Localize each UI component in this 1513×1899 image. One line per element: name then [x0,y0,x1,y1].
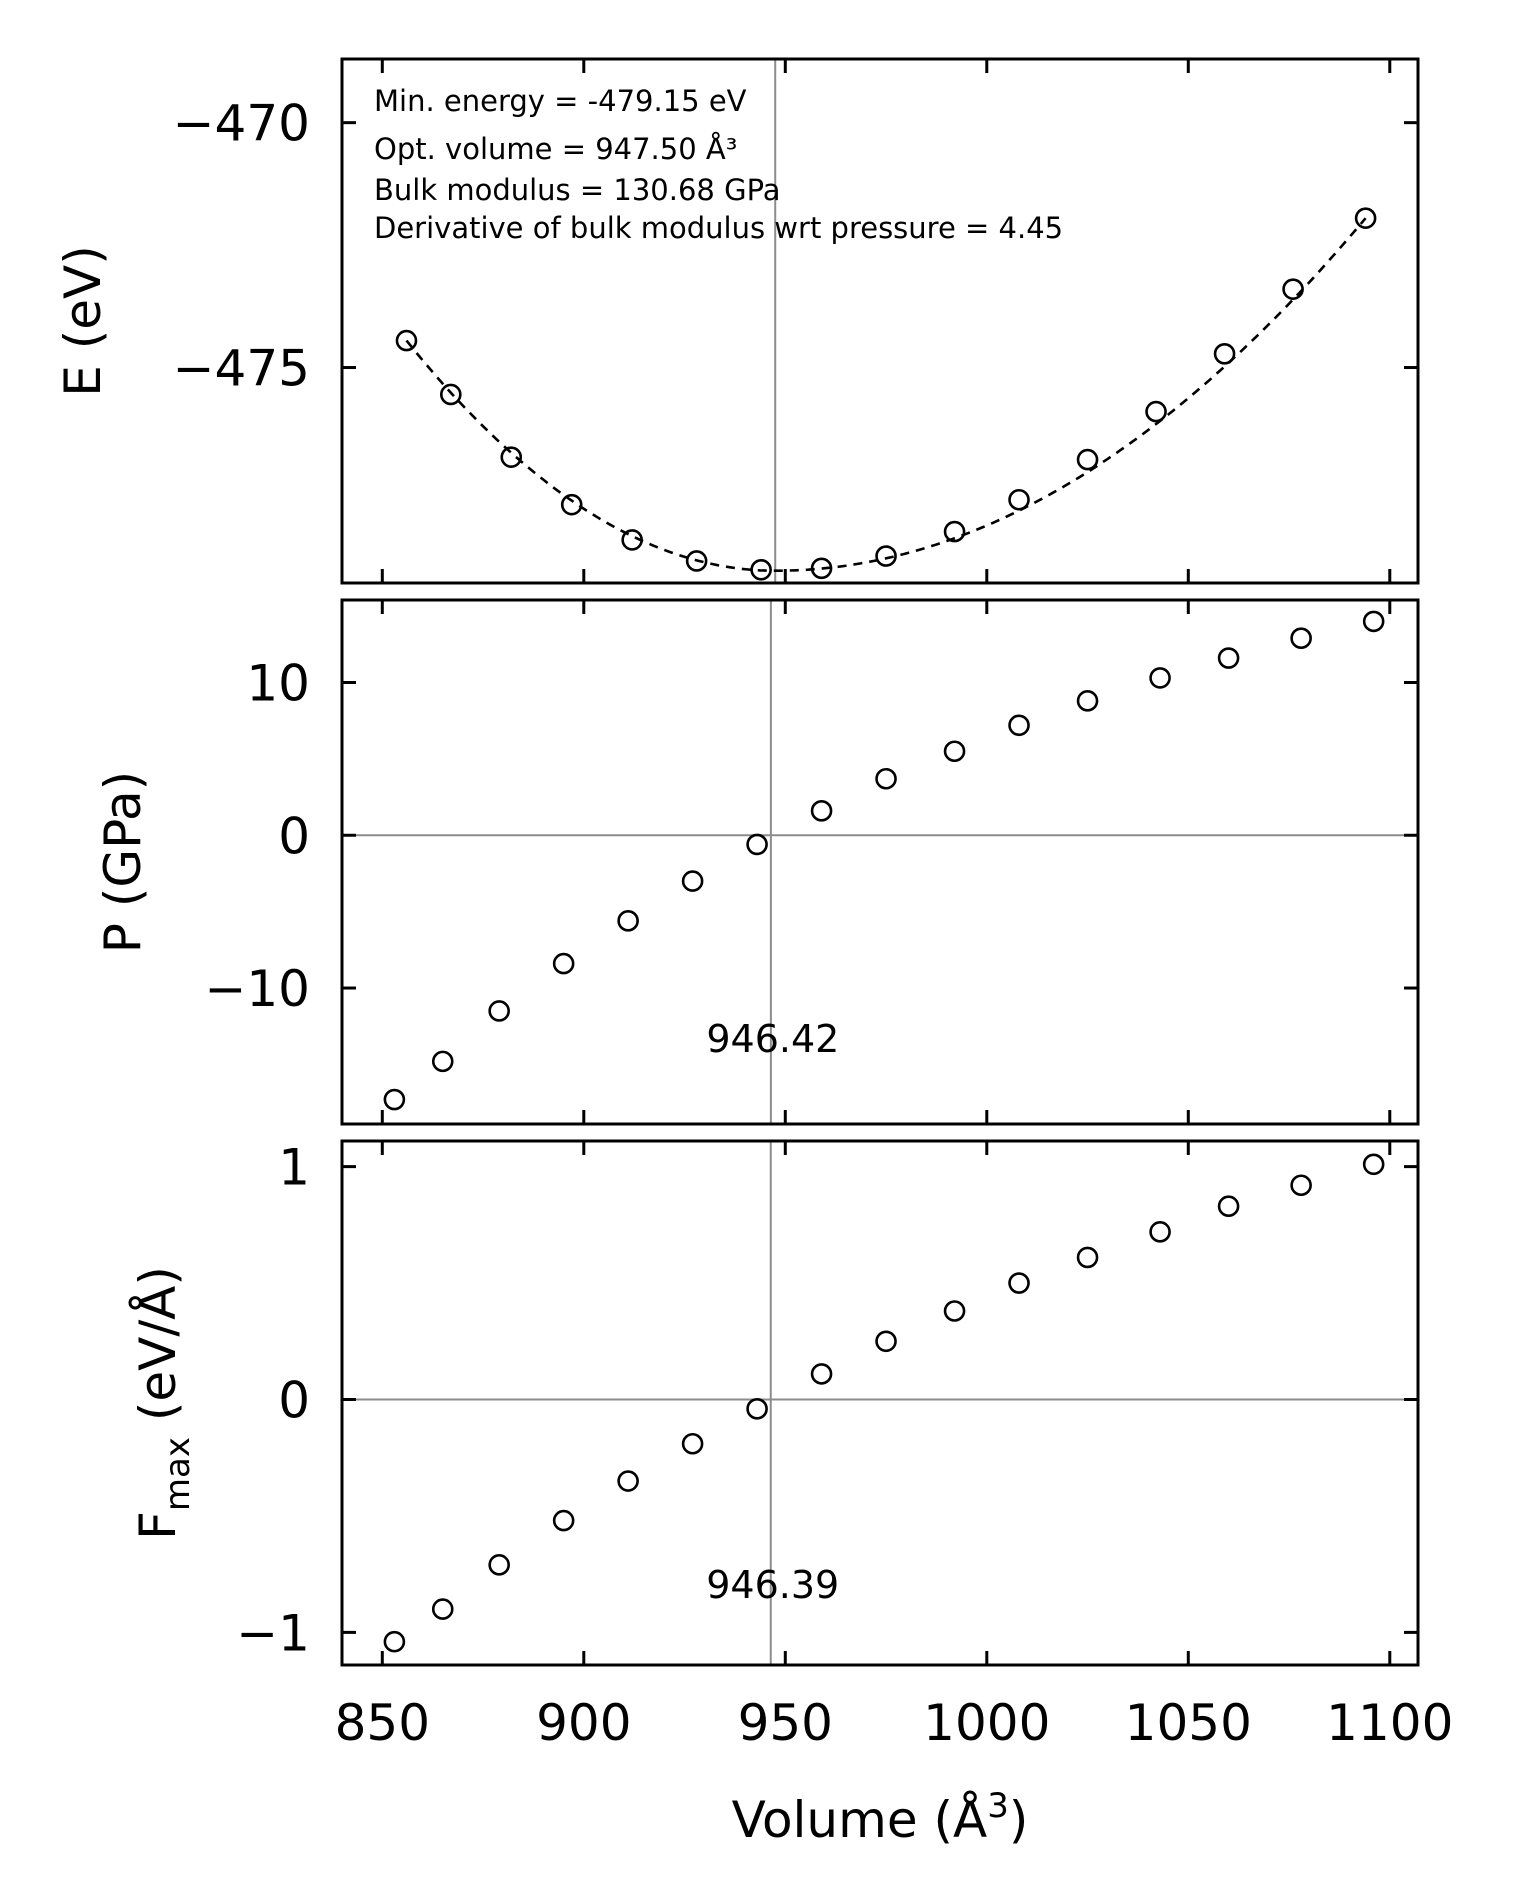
data-point [1290,1174,1312,1197]
y-tick-label: 10 [246,654,310,712]
data-point [681,1432,704,1455]
data-point [681,870,704,892]
data-point [875,1330,897,1353]
y-tick-label: −470 [173,95,310,153]
energy-panel: −470 −475 E (eV) Min. energy = -479.15 eV… [54,57,1420,585]
data-point [1149,667,1171,689]
data-point [810,1363,833,1385]
y-tick-label: 0 [278,1372,310,1430]
pressure-panel: 10 0 −10 P (GPa) 946.42 [94,598,1420,1126]
data-point [1076,1246,1099,1269]
data-point [943,1300,966,1322]
energy-axis-label: E (eV) [54,245,112,396]
y-tick-label: 1 [278,1139,310,1197]
x-tick-label: 1000 [923,1694,1050,1752]
x-tick-label: 900 [536,1694,631,1752]
force-zero-volume-label: 946.39 [706,1563,839,1607]
data-point [1290,627,1312,649]
data-point [488,1000,510,1022]
data-point [617,910,639,932]
y-tick-label: 0 [278,807,310,865]
y-tick-label: −10 [204,960,310,1018]
pressure-plot-frame [340,598,1420,1126]
data-point [560,493,583,516]
data-point [1145,400,1167,423]
bulk-derivative-annotation: Derivative of bulk modulus wrt pressure … [374,211,1063,245]
y-tick-label: −1 [236,1604,310,1662]
volume-axis-label: Volume (Å3) [732,1786,1029,1849]
data-point [383,1630,406,1653]
force-axis-label: Fmax (eV/Å) [129,1266,198,1540]
data-point [875,767,897,790]
data-point [943,520,966,543]
data-point [617,1470,639,1492]
data-point [440,383,462,406]
data-point [395,329,418,352]
energy-plot-frame [340,57,1420,585]
x-tick-label: 950 [738,1694,833,1752]
data-point [431,1050,454,1073]
data-point [746,1398,768,1420]
data-point [1008,488,1030,511]
data-point [943,740,966,763]
data-point [1008,714,1030,737]
data-point [875,545,897,567]
data-point [810,557,833,580]
data-point [1217,1195,1240,1218]
data-point [810,800,833,822]
opt-volume-annotation: Opt. volume = 947.50 Å³ [374,132,737,166]
force-plot-frame [340,1139,1420,1667]
x-tick-label: 1050 [1125,1694,1252,1752]
x-tick-label: 850 [335,1694,430,1752]
x-tick-labels: 850 900 950 1000 1050 1100 [335,1694,1454,1752]
data-point [1008,1272,1030,1294]
data-point [500,446,523,468]
data-point [1076,690,1099,712]
data-point [1362,610,1385,633]
bulk-modulus-annotation: Bulk modulus = 130.68 GPa [374,173,781,207]
data-point [431,1598,454,1620]
y-tick-label: −475 [173,340,310,398]
x-tick-label: 1100 [1326,1694,1453,1752]
data-point [1149,1221,1171,1243]
data-point [1282,278,1304,300]
data-point [1354,207,1377,229]
data-point [1213,343,1236,365]
data-point [750,558,772,581]
pressure-axis-label: P (GPa) [94,771,152,953]
data-point [552,952,575,975]
pressure-zero-volume-label: 946.42 [706,1017,839,1061]
data-point [1217,647,1240,669]
data-point [383,1088,406,1111]
data-point [1076,448,1099,471]
data-point [1362,1153,1385,1176]
data-point [746,833,768,856]
force-panel: 1 0 −1 Fmax (eV/Å) 946.39 [129,1139,1420,1667]
min-energy-annotation: Min. energy = -479.15 eV [374,84,747,118]
data-point [685,550,708,572]
data-point [552,1509,575,1532]
data-point [621,529,643,551]
data-point [488,1554,510,1576]
